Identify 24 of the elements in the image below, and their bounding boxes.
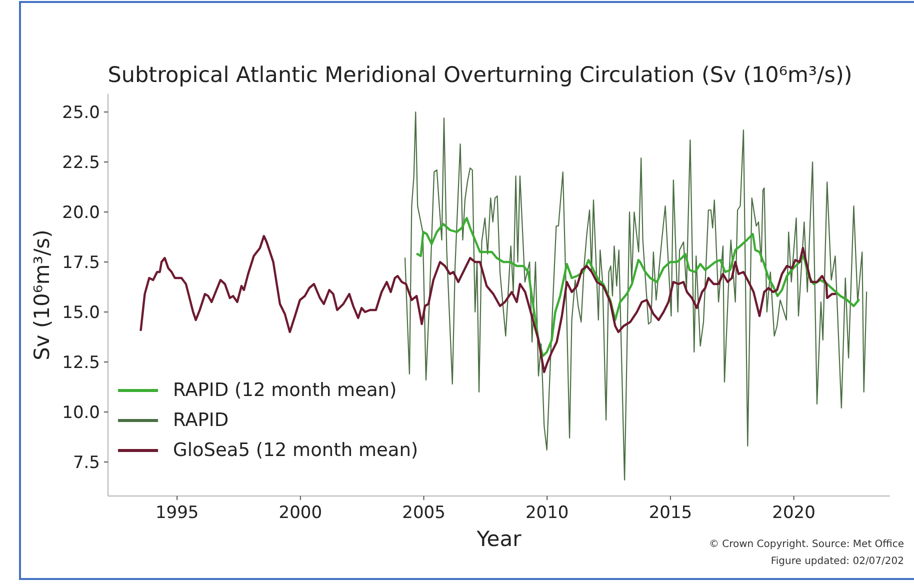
x-tick-label: 2015 bbox=[648, 503, 692, 524]
text: © Crown Copyright. Source: Met Office bbox=[708, 539, 904, 550]
y-tick-label: 7.5 bbox=[72, 453, 100, 474]
y-tick-label: 15.0 bbox=[62, 303, 100, 324]
x-tick-label: 2000 bbox=[278, 503, 322, 524]
y-axis-title: Sv (10⁶m³/s) bbox=[30, 230, 54, 360]
x-axis-title: Year bbox=[476, 527, 522, 551]
line-series bbox=[140, 234, 836, 374]
x-tick-label: 1995 bbox=[155, 503, 199, 524]
x-tick-label: 2010 bbox=[525, 503, 569, 524]
line-series bbox=[416, 216, 860, 358]
legend-label: RAPID bbox=[173, 410, 229, 430]
legend-label: GloSea5 (12 month mean) bbox=[173, 440, 418, 460]
text: Figure updated: 02/07/202 bbox=[770, 556, 904, 567]
y-tick-label: 17.5 bbox=[62, 253, 100, 274]
x-tick-label: 2005 bbox=[402, 503, 446, 524]
y-tick-label: 12.5 bbox=[62, 353, 100, 374]
x-tick-label: 2020 bbox=[772, 503, 816, 524]
legend-label: RAPID (12 month mean) bbox=[173, 380, 397, 400]
y-tick-label: 25.0 bbox=[62, 103, 100, 124]
y-tick-label: 22.5 bbox=[62, 153, 100, 174]
y-tick-label: 10.0 bbox=[62, 403, 100, 424]
y-tick-label: 20.0 bbox=[62, 203, 100, 224]
chart-title: Subtropical Atlantic Meridional Overturning Circulation (Sv (10⁶m³/s)) bbox=[108, 63, 852, 88]
